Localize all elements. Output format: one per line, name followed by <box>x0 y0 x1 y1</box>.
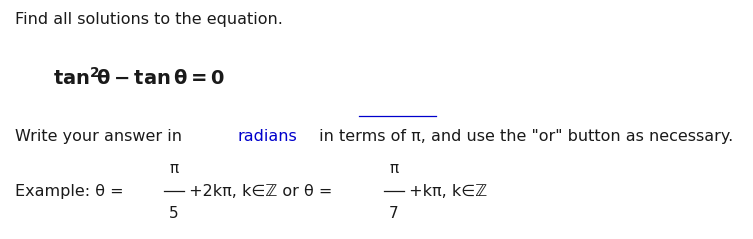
Text: +kπ, k∈ℤ: +kπ, k∈ℤ <box>404 184 486 199</box>
Text: radians: radians <box>237 129 297 144</box>
Text: π: π <box>169 161 178 176</box>
Text: +2kπ, k∈ℤ or θ =: +2kπ, k∈ℤ or θ = <box>184 184 337 199</box>
Text: 5: 5 <box>169 206 178 221</box>
Text: π: π <box>389 161 398 176</box>
Text: in terms of π, and use the "or" button as necessary.: in terms of π, and use the "or" button a… <box>314 129 733 144</box>
Text: Write your answer in: Write your answer in <box>15 129 187 144</box>
Text: 7: 7 <box>389 206 398 221</box>
Text: Find all solutions to the equation.: Find all solutions to the equation. <box>15 12 283 27</box>
Text: Example: θ =: Example: θ = <box>15 184 129 199</box>
Text: $\mathbf{tan^2\!\theta - tan\,\theta = 0}$: $\mathbf{tan^2\!\theta - tan\,\theta = 0… <box>53 67 225 89</box>
